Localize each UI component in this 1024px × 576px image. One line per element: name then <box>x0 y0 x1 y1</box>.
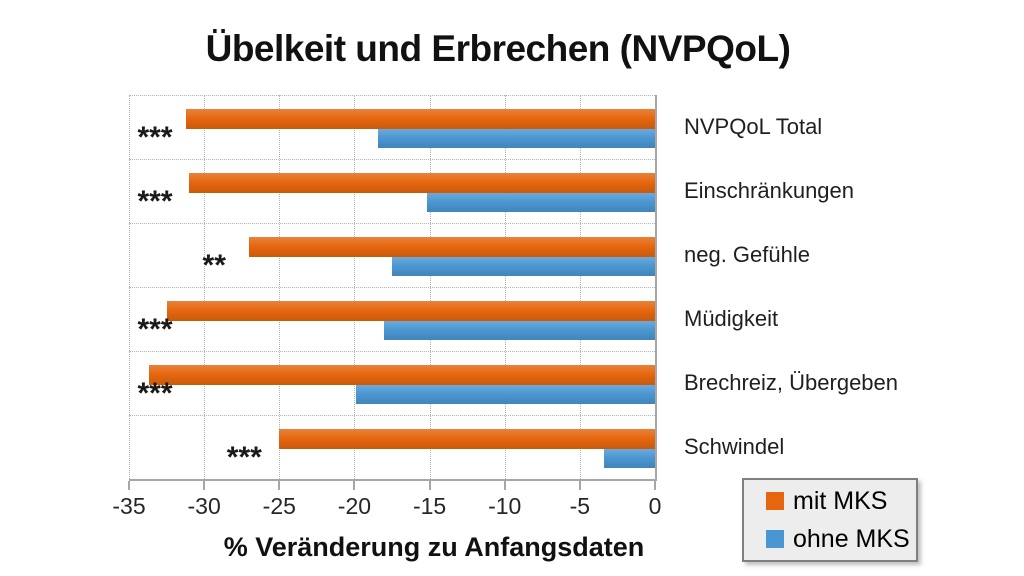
bar-mit-mks <box>189 173 655 193</box>
category-label: Müdigkeit <box>684 306 779 331</box>
category-label: Schwindel <box>684 434 785 459</box>
x-tick-label: -15 <box>412 493 447 519</box>
bar-ohne-mks <box>378 128 655 148</box>
significance-stars: ** <box>202 249 226 282</box>
plot-area: *** *** ** *** *** *** <box>129 95 657 481</box>
significance-stars: *** <box>137 121 173 154</box>
x-tick <box>578 481 581 490</box>
gridline-h <box>129 95 655 96</box>
significance-stars: *** <box>226 441 262 474</box>
x-tick-label: -25 <box>262 493 296 519</box>
x-tick <box>128 481 130 490</box>
x-tick <box>278 481 281 490</box>
x-tick-label: 0 <box>648 493 662 519</box>
x-tick <box>654 481 656 490</box>
bar-mit-mks <box>148 365 655 385</box>
x-tick-label: -30 <box>187 493 221 519</box>
gridline-h <box>129 351 655 352</box>
category-label: neg. Gefühle <box>684 242 810 267</box>
category-label: Einschränkungen <box>684 178 855 203</box>
bar-ohne-mks <box>355 384 655 404</box>
significance-stars: *** <box>137 377 173 410</box>
bar-mit-mks <box>279 429 655 449</box>
bar-ohne-mks <box>426 192 655 212</box>
legend-item-ohne-mks: ohne MKS <box>766 523 916 555</box>
legend-label: mit MKS <box>793 487 888 515</box>
x-tick <box>503 481 506 490</box>
legend: mit MKS ohne MKS <box>742 478 918 562</box>
legend-item-mit-mks: mit MKS <box>766 485 916 517</box>
x-tick-label: -10 <box>488 493 522 519</box>
x-tick <box>203 481 206 490</box>
x-tick-label: -35 <box>112 493 146 519</box>
mit-mks-swatch-icon <box>766 492 784 510</box>
x-tick <box>428 481 431 490</box>
gridline-h <box>129 287 655 288</box>
gridline-h <box>129 159 655 160</box>
legend-label: ohne MKS <box>793 525 910 553</box>
x-tick-label: -20 <box>337 493 372 519</box>
bar-ohne-mks <box>392 256 655 276</box>
bar-mit-mks <box>166 301 655 321</box>
gridline-h <box>129 223 655 224</box>
gridline-h <box>129 415 655 416</box>
category-label: Brechreiz, Übergeben <box>684 370 899 395</box>
significance-stars: *** <box>137 313 173 346</box>
bar-mit-mks <box>186 109 655 129</box>
chart-title: Übelkeit und Erbrechen (NVPQoL) <box>205 28 791 69</box>
category-label: NVPQoL Total <box>684 114 823 139</box>
x-tick-label: -5 <box>569 493 591 519</box>
significance-stars: *** <box>137 185 173 218</box>
bar-mit-mks <box>249 237 655 257</box>
bar-ohne-mks <box>384 320 655 340</box>
x-axis-title: % Veränderung zu Anfangsdaten <box>223 532 645 562</box>
bar-ohne-mks <box>603 448 655 468</box>
x-tick <box>353 481 356 490</box>
ohne-mks-swatch-icon <box>766 530 784 548</box>
